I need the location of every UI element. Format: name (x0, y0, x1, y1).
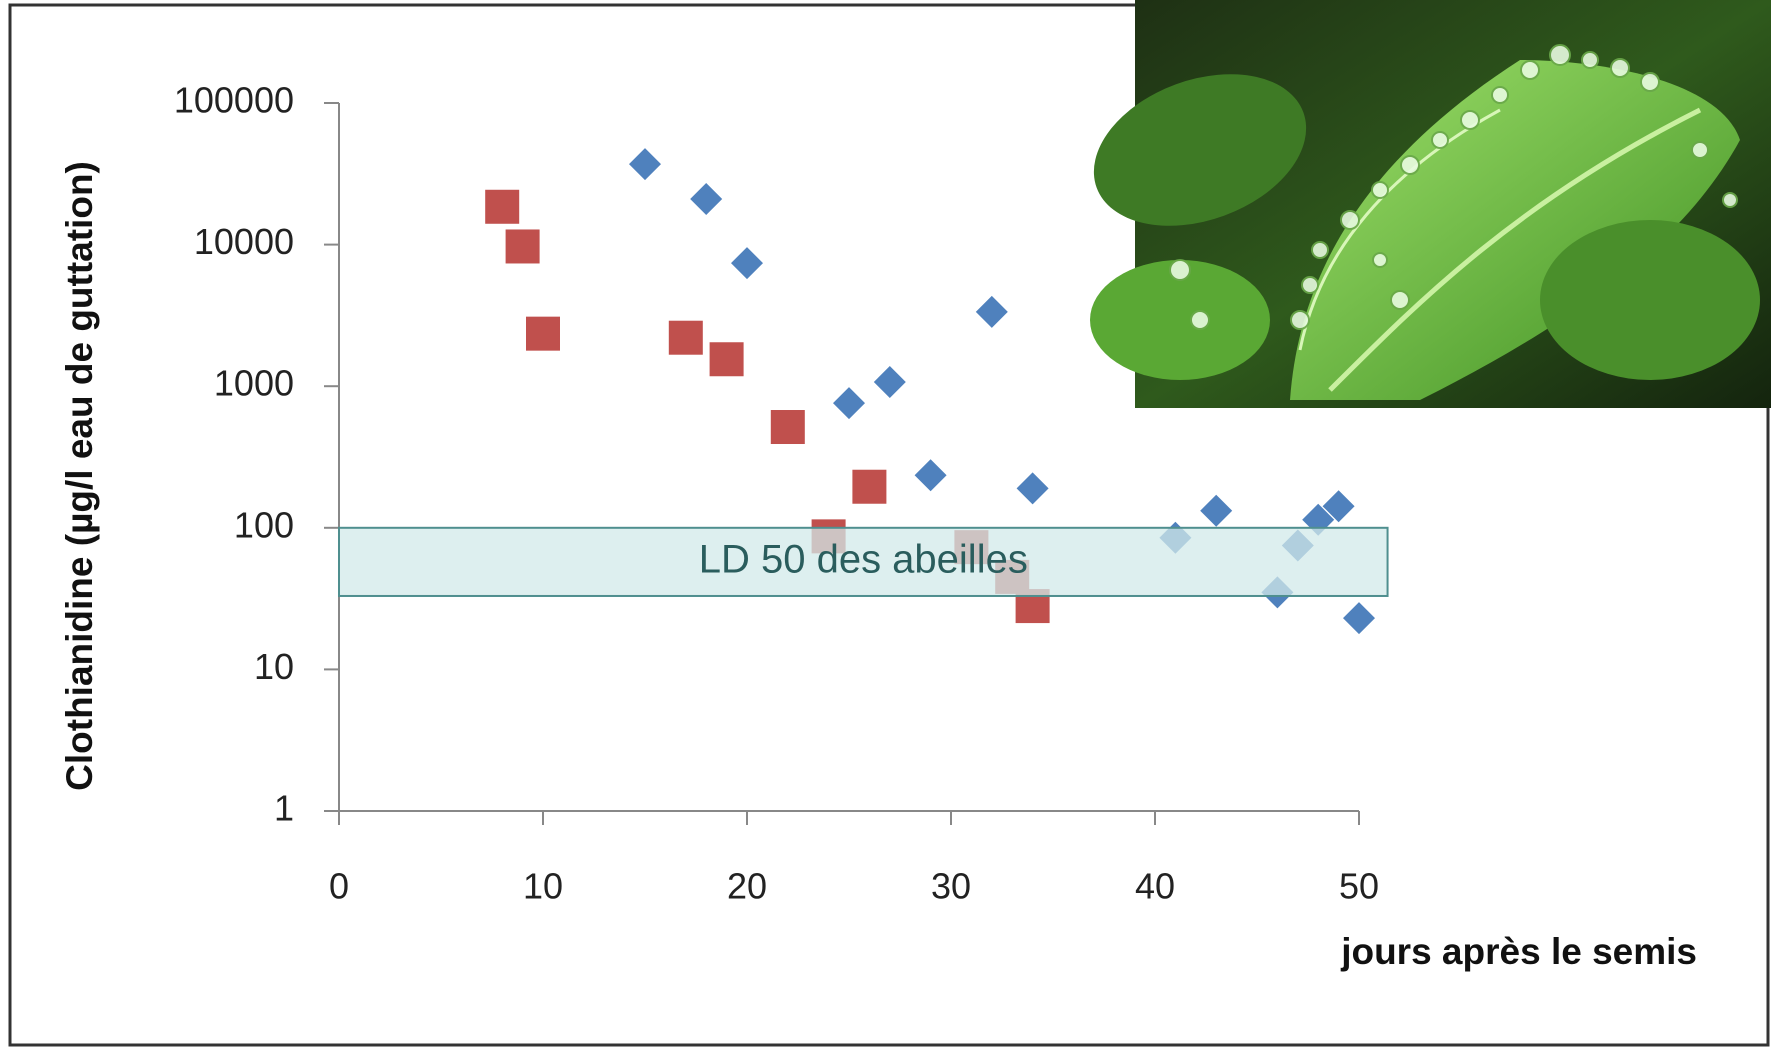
point (629, 148, 661, 181)
point (833, 387, 865, 420)
point (1016, 472, 1049, 505)
point (505, 229, 540, 264)
point (852, 469, 887, 504)
y-tick-label: 100000 (174, 80, 294, 121)
point (770, 410, 805, 445)
point (485, 189, 520, 224)
y-tick-label: 10000 (194, 221, 294, 262)
point (873, 366, 906, 399)
point (1200, 494, 1233, 527)
y-axis-label: Clothianidine (µg/l eau de guttation) (59, 161, 100, 791)
x-tick-label: 10 (523, 866, 563, 907)
ld50-band (338, 526, 1389, 597)
point (668, 320, 703, 355)
photo (1090, 0, 1771, 408)
point (526, 316, 560, 351)
point (1343, 602, 1375, 635)
y-tick-label: 10 (254, 646, 294, 687)
x-tick-label: 20 (727, 866, 767, 907)
x-tick-label: 0 (329, 866, 349, 907)
y-tick-label: 1 (274, 788, 294, 829)
y-tick-label: 100 (234, 504, 294, 545)
x-tick-label: 50 (1339, 866, 1379, 907)
point (690, 182, 723, 215)
x-axis-label: jours après le semis (1340, 931, 1697, 972)
x-tick-label: 30 (931, 866, 971, 907)
y-tick-label: 1000 (214, 363, 294, 404)
point (975, 295, 1008, 328)
plot-area: 1 10 100 1000 10000 100000 0 10 20 30 40 50 LD 50 de… (174, 80, 1389, 907)
band-label: LD 50 des abeilles (699, 537, 1028, 581)
x-tick-label: 40 (1135, 866, 1175, 907)
point (914, 459, 947, 492)
point (1322, 490, 1355, 523)
point (709, 342, 744, 377)
point (731, 247, 763, 280)
